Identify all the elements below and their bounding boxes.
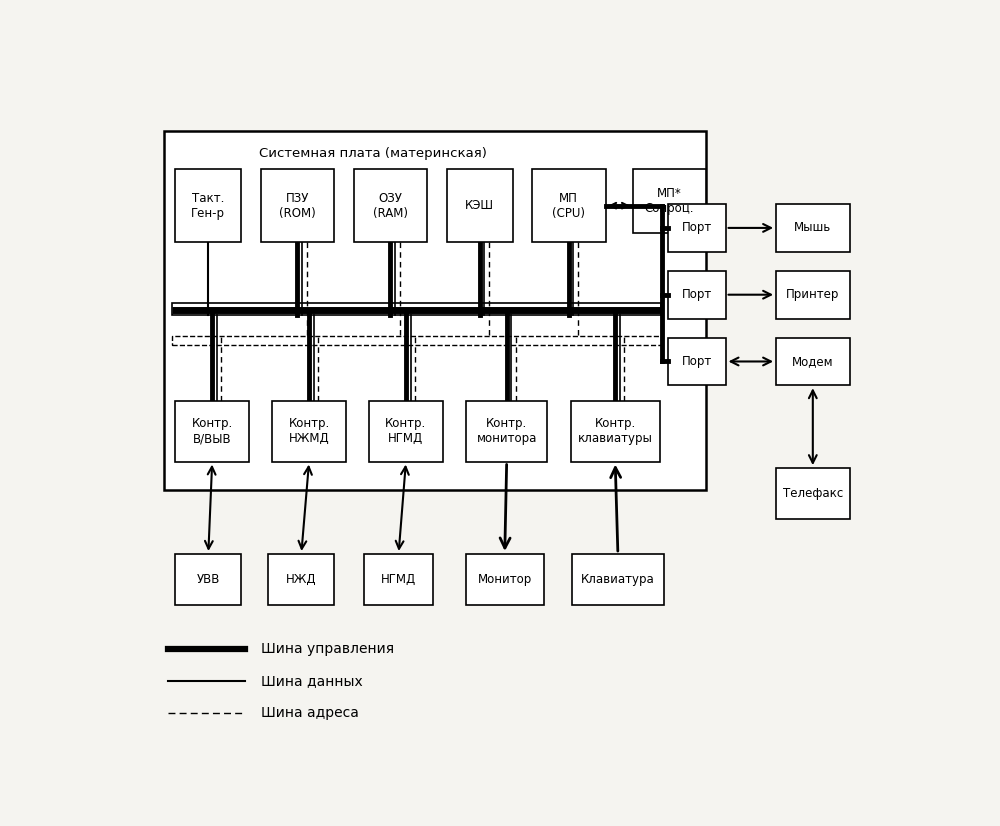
Text: Шина управления: Шина управления: [261, 643, 394, 657]
Text: Контр.
монитора: Контр. монитора: [477, 417, 537, 445]
FancyBboxPatch shape: [164, 131, 706, 491]
FancyBboxPatch shape: [272, 401, 346, 462]
FancyBboxPatch shape: [668, 338, 726, 385]
Text: Шина данных: Шина данных: [261, 674, 362, 688]
Text: КЭШ: КЭШ: [465, 199, 494, 212]
Text: НЖД: НЖД: [286, 572, 317, 586]
FancyBboxPatch shape: [776, 204, 850, 252]
Text: Контр.
В/ВЫВ: Контр. В/ВЫВ: [192, 417, 233, 445]
Text: МП*
Сопроц.: МП* Сопроц.: [645, 187, 694, 215]
FancyBboxPatch shape: [172, 302, 661, 316]
Text: Клавиатура: Клавиатура: [581, 572, 655, 586]
Text: Мышь: Мышь: [794, 221, 831, 235]
FancyBboxPatch shape: [776, 271, 850, 319]
Text: Порт: Порт: [681, 288, 712, 301]
FancyBboxPatch shape: [776, 338, 850, 385]
Text: Системная плата (материнская): Системная плата (материнская): [259, 147, 487, 159]
FancyBboxPatch shape: [261, 169, 334, 242]
FancyBboxPatch shape: [364, 554, 433, 605]
Text: УВВ: УВВ: [197, 572, 220, 586]
FancyBboxPatch shape: [466, 554, 544, 605]
FancyBboxPatch shape: [354, 169, 427, 242]
Text: Телефакс: Телефакс: [783, 487, 843, 500]
FancyBboxPatch shape: [668, 204, 726, 252]
Text: МП
(CPU): МП (CPU): [552, 192, 585, 220]
Text: ОЗУ
(RAM): ОЗУ (RAM): [373, 192, 408, 220]
FancyBboxPatch shape: [776, 468, 850, 519]
Text: НГМД: НГМД: [381, 572, 416, 586]
FancyBboxPatch shape: [668, 271, 726, 319]
Text: Контр.
НГМД: Контр. НГМД: [385, 417, 427, 445]
Text: Контр.
клавиатуры: Контр. клавиатуры: [578, 417, 653, 445]
Text: Порт: Порт: [681, 355, 712, 368]
Text: Такт.
Ген-р: Такт. Ген-р: [191, 192, 225, 220]
FancyBboxPatch shape: [175, 169, 241, 242]
FancyBboxPatch shape: [447, 169, 512, 242]
FancyBboxPatch shape: [175, 401, 249, 462]
FancyBboxPatch shape: [532, 169, 606, 242]
Text: Принтер: Принтер: [786, 288, 840, 301]
FancyBboxPatch shape: [268, 554, 334, 605]
FancyBboxPatch shape: [175, 554, 241, 605]
Text: Монитор: Монитор: [478, 572, 532, 586]
FancyBboxPatch shape: [466, 401, 547, 462]
Text: ПЗУ
(ROM): ПЗУ (ROM): [279, 192, 316, 220]
Text: Контр.
НЖМД: Контр. НЖМД: [288, 417, 330, 445]
Text: Шина адреса: Шина адреса: [261, 706, 358, 720]
FancyBboxPatch shape: [172, 335, 661, 344]
FancyBboxPatch shape: [571, 401, 660, 462]
FancyBboxPatch shape: [369, 401, 443, 462]
FancyBboxPatch shape: [633, 169, 706, 233]
Text: Модем: Модем: [792, 355, 834, 368]
FancyBboxPatch shape: [572, 554, 664, 605]
Text: Порт: Порт: [681, 221, 712, 235]
